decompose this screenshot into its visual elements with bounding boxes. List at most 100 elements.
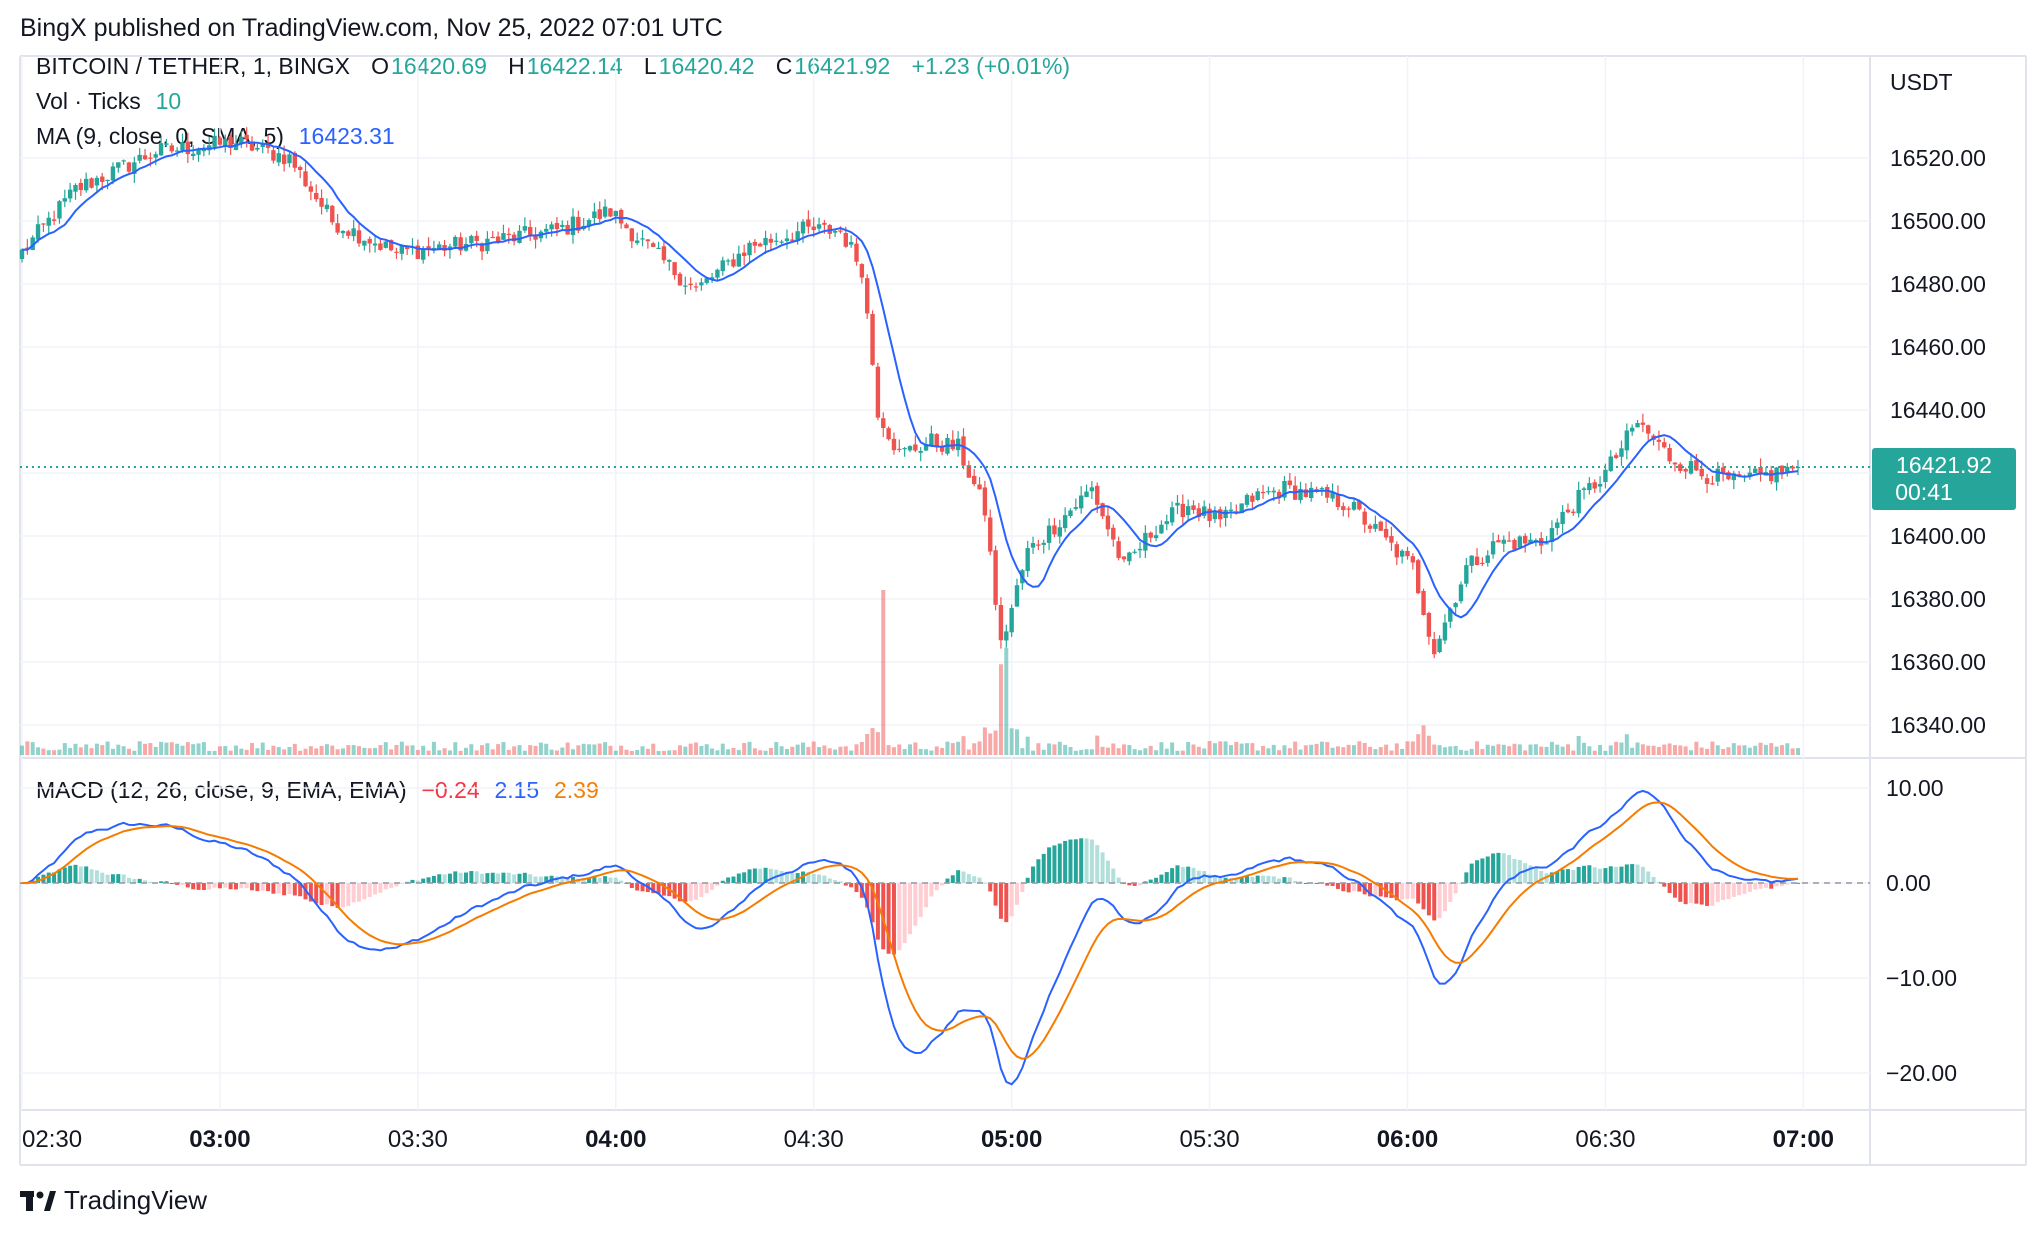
- macd-hist-bar: [1491, 853, 1496, 883]
- candle-body: [46, 217, 51, 226]
- candle-body: [1218, 509, 1223, 520]
- candle: [1169, 501, 1175, 526]
- candle: [340, 230, 346, 239]
- candle-body: [811, 226, 816, 231]
- macd-hist-bar: [694, 883, 699, 900]
- candle-body: [1036, 544, 1041, 546]
- candle-body: [388, 240, 394, 251]
- volume-bar: [1394, 743, 1399, 755]
- candle: [1303, 483, 1309, 498]
- volume-legend[interactable]: Vol · Ticks 10: [36, 88, 183, 115]
- candle-body: [1667, 448, 1672, 462]
- volume-bar: [1368, 746, 1373, 755]
- volume-bar: [1116, 748, 1121, 755]
- candle: [1121, 556, 1127, 563]
- price-axis[interactable]: 16520.00 16500.00 16480.00 16460.00 16440.00…: [1890, 145, 1986, 738]
- volume-bar: [1212, 743, 1217, 755]
- macd-hist-bar: [1426, 883, 1431, 916]
- volume-bar: [1036, 743, 1041, 755]
- time-axis[interactable]: 02:30 03:00 03:30 04:00 04:30 05:00 05:30 06:00…: [22, 1126, 1834, 1153]
- macd-hist-bar: [870, 883, 875, 923]
- candle-body: [169, 145, 174, 152]
- candle: [35, 215, 41, 243]
- volume-bar: [1031, 750, 1036, 755]
- candle: [378, 238, 383, 251]
- candle: [1506, 531, 1512, 542]
- volume-bar: [367, 748, 372, 755]
- high-value: 16422.14: [526, 53, 623, 79]
- macd-hist-bar: [1753, 883, 1758, 890]
- macd-hist-bar: [1480, 858, 1485, 883]
- volume-bar: [870, 728, 875, 755]
- volume-bar: [940, 747, 945, 755]
- candle-body: [1100, 503, 1105, 517]
- volume-bar: [656, 750, 661, 755]
- candle-body: [506, 233, 511, 235]
- candle-body: [1127, 552, 1132, 562]
- volume-bar: [742, 743, 747, 755]
- macd-hist-bar: [89, 869, 94, 883]
- volume-bar: [1234, 741, 1239, 755]
- volume-bar: [153, 746, 158, 755]
- candle-body: [939, 447, 945, 452]
- candle-body: [458, 237, 463, 251]
- volume-bar: [597, 743, 602, 755]
- candle-body: [747, 242, 752, 256]
- macd-hist-bar: [1496, 852, 1501, 883]
- candle: [1159, 520, 1164, 535]
- volume-bar: [1095, 735, 1100, 755]
- candle: [854, 238, 859, 266]
- macd-hist-bar: [1614, 866, 1619, 883]
- candle: [447, 243, 453, 259]
- volume-bar: [1052, 744, 1057, 755]
- macd-hist-bar: [1646, 871, 1651, 883]
- volume-bar: [699, 746, 704, 755]
- candle: [1036, 539, 1041, 550]
- candle: [62, 189, 67, 208]
- macd-hist-bar: [410, 879, 415, 883]
- volume-bar: [1689, 750, 1694, 755]
- candle-body: [693, 286, 699, 288]
- volume-bar: [704, 744, 709, 755]
- candle-body: [399, 245, 405, 254]
- candle: [998, 597, 1004, 649]
- volume-bar: [1277, 750, 1282, 755]
- volume-bar: [1314, 743, 1319, 755]
- volume-bar: [340, 748, 345, 755]
- macd-hist-bar: [116, 874, 121, 883]
- volume-bar: [116, 744, 121, 755]
- candle: [934, 433, 939, 453]
- macd-hist-bar: [1084, 838, 1089, 883]
- candle-body: [977, 484, 982, 490]
- candle: [297, 165, 303, 179]
- macd-hist-bar: [314, 883, 319, 904]
- macd-hist-bar: [383, 883, 388, 890]
- candle: [597, 201, 602, 223]
- volume-bar: [645, 748, 650, 755]
- symbol-name[interactable]: BITCOIN / TETHER, 1, BINGX: [36, 53, 350, 79]
- macd-axis[interactable]: 10.00 0.00 −10.00 −20.00: [1886, 775, 1957, 1086]
- candle-body: [544, 228, 549, 232]
- volume-bar: [635, 749, 640, 755]
- candle-body: [1613, 455, 1619, 458]
- candle: [1517, 535, 1523, 549]
- macd-hist-bar: [950, 875, 955, 883]
- macd-hist-bar: [378, 883, 383, 893]
- volume-bar: [549, 749, 554, 755]
- footer-brand[interactable]: TradingView: [20, 1185, 207, 1216]
- volume-bar: [68, 748, 73, 755]
- candle-body: [196, 150, 201, 155]
- macd-hist-bar: [1314, 883, 1319, 884]
- candle-body: [1415, 560, 1421, 594]
- volume-bar: [640, 746, 645, 755]
- volume-bar: [1191, 744, 1196, 755]
- volume-bar: [688, 743, 693, 755]
- volume-bar: [945, 741, 950, 755]
- macd-hist-bar: [169, 883, 174, 884]
- volume-label: Vol · Ticks: [36, 88, 141, 114]
- macd-legend[interactable]: MACD (12, 26, close, 9, EMA, EMA) −0.24 …: [36, 777, 601, 804]
- price-tick-label: 16460.00: [1890, 334, 1986, 360]
- volume-bar: [175, 743, 180, 755]
- candle-body: [1720, 467, 1726, 474]
